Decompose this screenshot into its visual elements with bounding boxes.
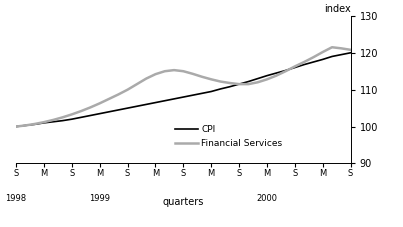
CPI xyxy=(125,107,130,109)
Financial Services xyxy=(283,70,288,73)
CPI xyxy=(348,51,353,54)
Financial Services xyxy=(79,110,83,112)
CPI xyxy=(264,74,269,77)
CPI xyxy=(144,103,149,106)
CPI xyxy=(172,98,177,100)
CPI xyxy=(320,58,325,61)
Financial Services xyxy=(293,65,297,68)
Financial Services xyxy=(339,47,344,50)
CPI xyxy=(79,116,83,119)
Text: 1998: 1998 xyxy=(6,194,27,203)
Financial Services xyxy=(209,78,214,81)
Financial Services xyxy=(255,81,260,84)
CPI xyxy=(42,121,46,124)
Financial Services xyxy=(320,51,325,53)
Financial Services xyxy=(14,125,19,128)
CPI xyxy=(14,125,19,128)
CPI xyxy=(88,114,93,117)
Financial Services xyxy=(246,83,251,86)
Financial Services xyxy=(116,93,121,96)
Line: CPI: CPI xyxy=(16,53,351,126)
Financial Services xyxy=(135,83,139,86)
CPI xyxy=(218,88,223,90)
CPI xyxy=(227,85,232,88)
Financial Services xyxy=(348,48,353,51)
Financial Services xyxy=(162,70,167,73)
Financial Services xyxy=(69,113,74,116)
Financial Services xyxy=(237,83,241,86)
Financial Services xyxy=(181,70,186,73)
Financial Services xyxy=(23,124,28,127)
CPI xyxy=(60,119,65,122)
Financial Services xyxy=(42,121,46,123)
CPI xyxy=(107,110,112,113)
CPI xyxy=(283,69,288,72)
CPI xyxy=(162,99,167,102)
Financial Services xyxy=(144,77,149,80)
CPI xyxy=(116,109,121,111)
Financial Services xyxy=(60,116,65,119)
CPI xyxy=(153,101,158,104)
CPI xyxy=(32,123,37,126)
CPI xyxy=(209,90,214,93)
CPI xyxy=(255,77,260,80)
Line: Financial Services: Financial Services xyxy=(16,47,351,126)
CPI xyxy=(330,55,334,58)
Legend: CPI, Financial Services: CPI, Financial Services xyxy=(171,122,286,152)
Financial Services xyxy=(98,102,102,105)
CPI xyxy=(237,83,241,86)
CPI xyxy=(339,53,344,56)
CPI xyxy=(246,80,251,83)
CPI xyxy=(98,112,102,115)
Financial Services xyxy=(153,73,158,76)
Financial Services xyxy=(302,61,307,63)
Text: index: index xyxy=(324,4,351,14)
CPI xyxy=(181,96,186,98)
CPI xyxy=(274,72,279,74)
Financial Services xyxy=(330,46,334,49)
Financial Services xyxy=(264,78,269,81)
CPI xyxy=(293,66,297,69)
CPI xyxy=(23,124,28,127)
Financial Services xyxy=(190,72,195,75)
Text: 2000: 2000 xyxy=(256,194,278,203)
CPI xyxy=(302,63,307,66)
CPI xyxy=(135,105,139,108)
CPI xyxy=(69,118,74,121)
Financial Services xyxy=(125,88,130,91)
Financial Services xyxy=(88,106,93,109)
Financial Services xyxy=(51,118,56,121)
CPI xyxy=(311,61,316,63)
Text: 1999: 1999 xyxy=(89,194,110,203)
Financial Services xyxy=(274,74,279,77)
CPI xyxy=(190,94,195,96)
Financial Services xyxy=(32,123,37,125)
X-axis label: quarters: quarters xyxy=(163,197,204,207)
Financial Services xyxy=(227,82,232,84)
Financial Services xyxy=(107,98,112,100)
CPI xyxy=(51,120,56,123)
CPI xyxy=(199,92,204,95)
Financial Services xyxy=(218,80,223,83)
Financial Services xyxy=(172,69,177,72)
Financial Services xyxy=(199,75,204,78)
Financial Services xyxy=(311,56,316,59)
